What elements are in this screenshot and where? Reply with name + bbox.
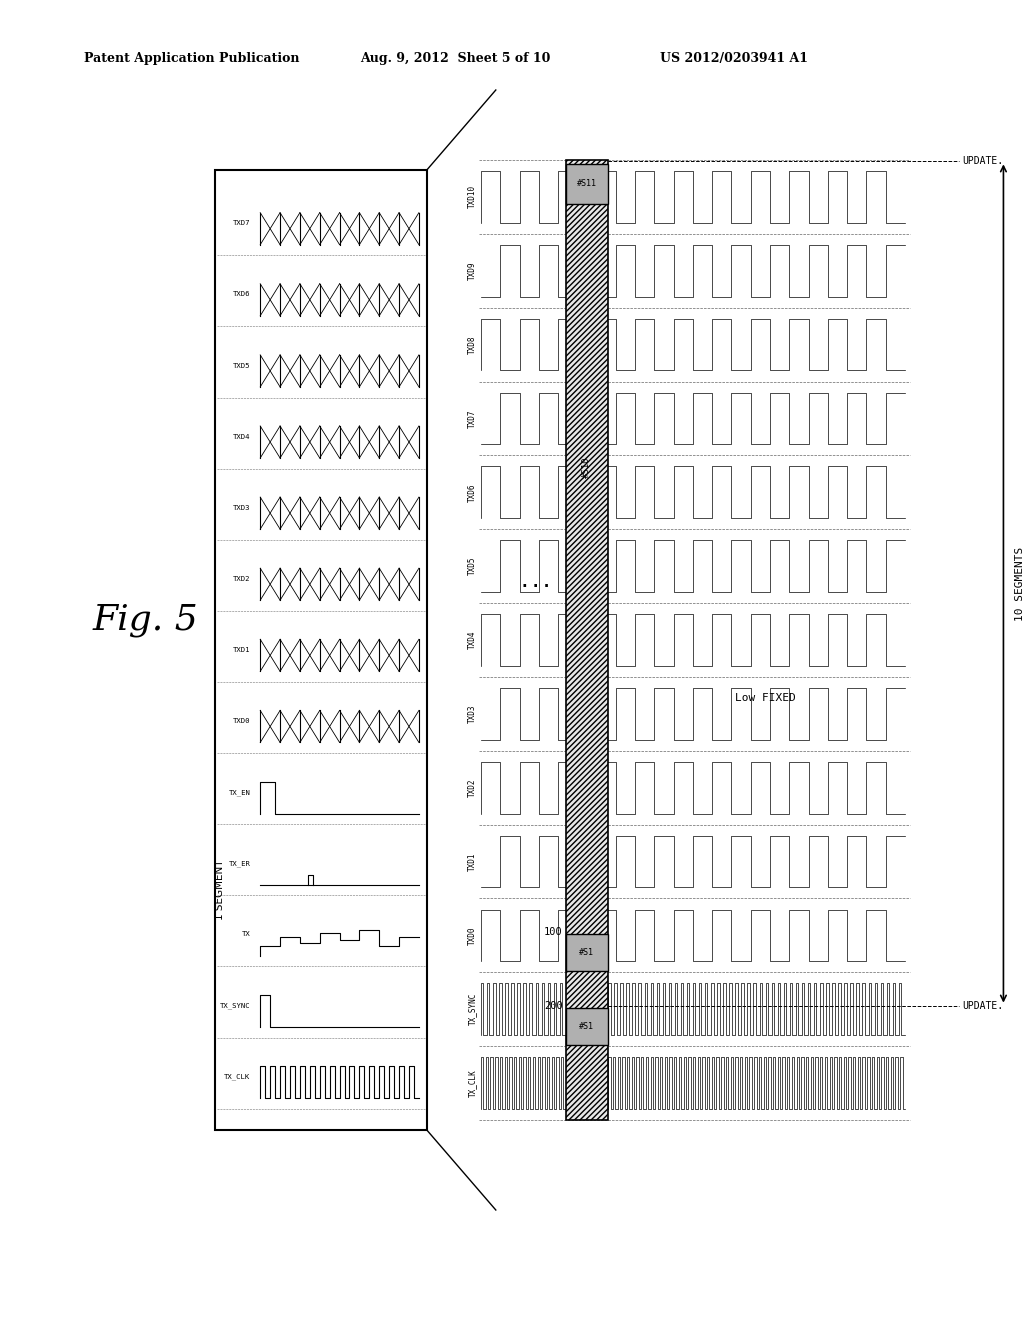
Text: Aug. 9, 2012  Sheet 5 of 10: Aug. 9, 2012 Sheet 5 of 10 xyxy=(359,51,550,65)
Text: TX_EN: TX_EN xyxy=(228,789,250,796)
Text: TXD1: TXD1 xyxy=(468,853,477,871)
Text: TXD1: TXD1 xyxy=(232,647,250,653)
Text: TXD0: TXD0 xyxy=(468,927,477,945)
Text: TX: TX xyxy=(242,932,250,937)
Text: TXD7: TXD7 xyxy=(232,220,250,226)
Text: TXD3: TXD3 xyxy=(232,504,250,511)
Text: TXD6: TXD6 xyxy=(468,483,477,502)
Text: TXD5: TXD5 xyxy=(468,557,477,576)
Text: UPDATE.: UPDATE. xyxy=(962,1001,1004,1011)
Text: TX_SYNC: TX_SYNC xyxy=(468,993,477,1026)
Text: TXD6: TXD6 xyxy=(232,292,250,297)
Text: TXD9: TXD9 xyxy=(468,261,477,280)
Bar xyxy=(566,1007,608,1044)
Text: TX_ER: TX_ER xyxy=(228,861,250,867)
Text: TXD10: TXD10 xyxy=(468,185,477,209)
Text: 10 SEGMENTS: 10 SEGMENTS xyxy=(1015,546,1024,620)
Text: TX_SYNC: TX_SYNC xyxy=(220,1002,250,1008)
Text: 1 SEGMENT: 1 SEGMENT xyxy=(215,859,225,920)
Text: . . .: . . . xyxy=(522,576,550,590)
Text: 200: 200 xyxy=(544,1001,563,1011)
Text: 100: 100 xyxy=(544,927,563,937)
Text: US 2012/0203941 A1: US 2012/0203941 A1 xyxy=(660,51,808,65)
Text: #S1: #S1 xyxy=(580,948,595,957)
Bar xyxy=(566,164,608,205)
Text: Patent Application Publication: Patent Application Publication xyxy=(84,51,299,65)
Text: Low FIXED: Low FIXED xyxy=(734,693,796,702)
Bar xyxy=(215,170,427,1130)
Bar xyxy=(566,935,608,970)
Text: TXD0: TXD0 xyxy=(232,718,250,725)
Text: TX_CLK: TX_CLK xyxy=(468,1069,477,1097)
Text: TXD4: TXD4 xyxy=(468,631,477,649)
Text: TXD4: TXD4 xyxy=(232,434,250,440)
Bar xyxy=(566,160,608,1119)
Text: TXD7: TXD7 xyxy=(468,409,477,428)
Text: TXD5: TXD5 xyxy=(232,363,250,368)
Text: TXD8: TXD8 xyxy=(468,335,477,354)
Text: TXD3: TXD3 xyxy=(468,705,477,723)
Text: UPDATE.: UPDATE. xyxy=(962,157,1004,166)
Text: TXD2: TXD2 xyxy=(468,779,477,797)
Text: #S10: #S10 xyxy=(583,457,592,478)
Text: #S11: #S11 xyxy=(577,180,597,189)
Text: TX_CLK: TX_CLK xyxy=(224,1073,250,1080)
Text: Fig. 5: Fig. 5 xyxy=(93,603,199,638)
Text: TXD2: TXD2 xyxy=(232,576,250,582)
Text: #S1: #S1 xyxy=(580,1022,595,1031)
